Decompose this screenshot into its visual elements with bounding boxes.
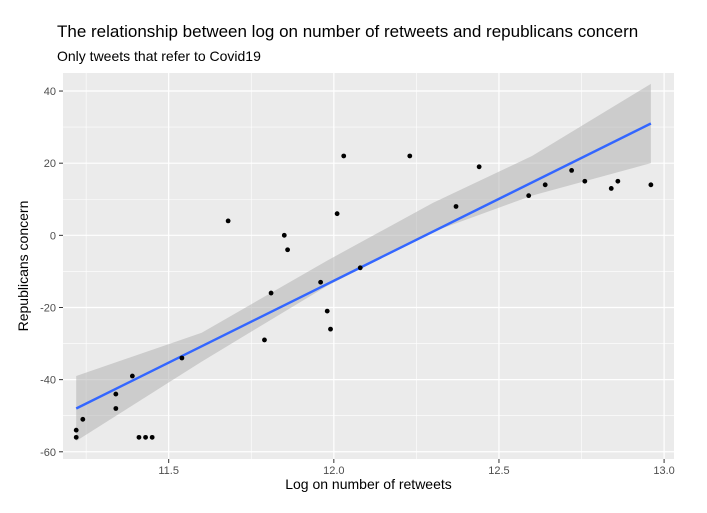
- x-tick-label: 12.0: [323, 465, 344, 477]
- y-tick-label: 20: [44, 158, 56, 170]
- data-point: [136, 434, 142, 440]
- data-point: [608, 186, 614, 191]
- chart-subtitle: Only tweets that refer to Covid19: [57, 48, 261, 64]
- data-point: [582, 178, 588, 184]
- data-point: [542, 182, 548, 188]
- y-tick-label: -60: [40, 447, 56, 459]
- axes: 11.5 12.0 12.5 13.0 -60 -40 -20 0 20 40: [40, 86, 675, 477]
- x-tick-label: 11.5: [158, 465, 179, 477]
- data-point: [357, 265, 363, 271]
- data-point: [73, 427, 79, 433]
- data-point: [179, 355, 185, 361]
- data-point: [149, 434, 155, 440]
- y-tick-label: 0: [50, 230, 56, 242]
- data-point: [129, 373, 135, 379]
- data-point: [113, 406, 119, 411]
- y-tick-label: -40: [40, 375, 56, 387]
- confidence-band: [76, 83, 651, 441]
- y-tick-label: 40: [44, 86, 56, 98]
- grid-lines: [63, 73, 674, 459]
- data-point: [73, 434, 79, 440]
- regression-line: [75, 122, 652, 410]
- data-point: [262, 337, 267, 343]
- data-point: [615, 178, 621, 184]
- data-point: [281, 232, 287, 238]
- confidence-ribbon: [76, 83, 651, 441]
- data-point: [569, 168, 575, 173]
- data-point: [143, 434, 148, 440]
- data-point: [526, 193, 532, 199]
- data-point: [324, 308, 330, 314]
- data-point: [225, 218, 231, 224]
- y-axis-title: Republicans concern: [15, 201, 31, 332]
- data-point: [453, 204, 459, 209]
- data-point: [648, 182, 654, 188]
- y-tick-label: -20: [40, 302, 56, 314]
- chart-title: The relationship between log on number o…: [57, 22, 639, 41]
- data-points: [73, 153, 654, 440]
- data-point: [268, 290, 274, 296]
- x-tick-label: 13.0: [653, 465, 674, 477]
- data-point: [285, 247, 290, 253]
- data-point: [341, 153, 347, 159]
- data-point: [407, 153, 413, 159]
- x-tick-label: 12.5: [488, 465, 509, 477]
- data-point: [328, 326, 333, 332]
- x-axis-title: Log on number of retweets: [285, 476, 452, 492]
- data-point: [113, 391, 119, 397]
- fit-line: [75, 122, 652, 410]
- data-point: [80, 416, 86, 422]
- data-point: [334, 211, 340, 217]
- data-point: [318, 279, 324, 285]
- data-point: [476, 164, 482, 170]
